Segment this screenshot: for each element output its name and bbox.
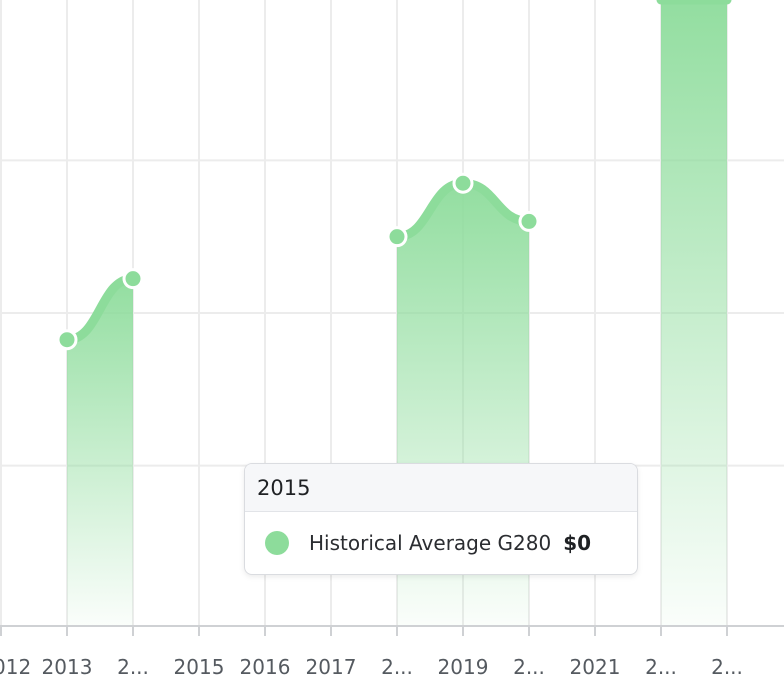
x-tick-label: 2... xyxy=(711,655,743,679)
x-tick-label: 2... xyxy=(381,655,413,679)
x-tick-label: 2... xyxy=(117,655,149,679)
tooltip-series-label: Historical Average G280 xyxy=(309,531,552,555)
series-points xyxy=(56,172,540,351)
x-tick-label: 2016 xyxy=(240,655,291,679)
x-tick-label: 012 xyxy=(0,655,31,679)
x-tick-label: 2017 xyxy=(306,655,357,679)
tooltip-series-dot xyxy=(265,531,289,555)
x-tick-label: 2021 xyxy=(570,655,621,679)
chart-tooltip: 2015 Historical Average G280 $0 xyxy=(244,463,638,575)
tooltip-value: $0 xyxy=(563,531,592,555)
data-point xyxy=(56,329,78,351)
x-tick-label: 2... xyxy=(513,655,545,679)
data-point xyxy=(452,172,474,194)
tooltip-row: Historical Average G280 $0 xyxy=(245,512,637,574)
data-point xyxy=(386,226,408,248)
x-tick-label: 2013 xyxy=(42,655,93,679)
data-point xyxy=(122,268,144,290)
x-tick-label: 2015 xyxy=(174,655,225,679)
x-tick-label: 2019 xyxy=(438,655,489,679)
x-tick-label: 2... xyxy=(645,655,677,679)
series-area xyxy=(661,0,727,626)
x-axis xyxy=(0,625,784,636)
x-tick-labels: 012 2013 2... 2015 2016 2017 2... 2019 2... 2021 2… xyxy=(0,655,743,679)
data-point xyxy=(518,210,540,232)
tooltip-header: 2015 xyxy=(245,464,637,512)
series-area xyxy=(67,278,133,626)
